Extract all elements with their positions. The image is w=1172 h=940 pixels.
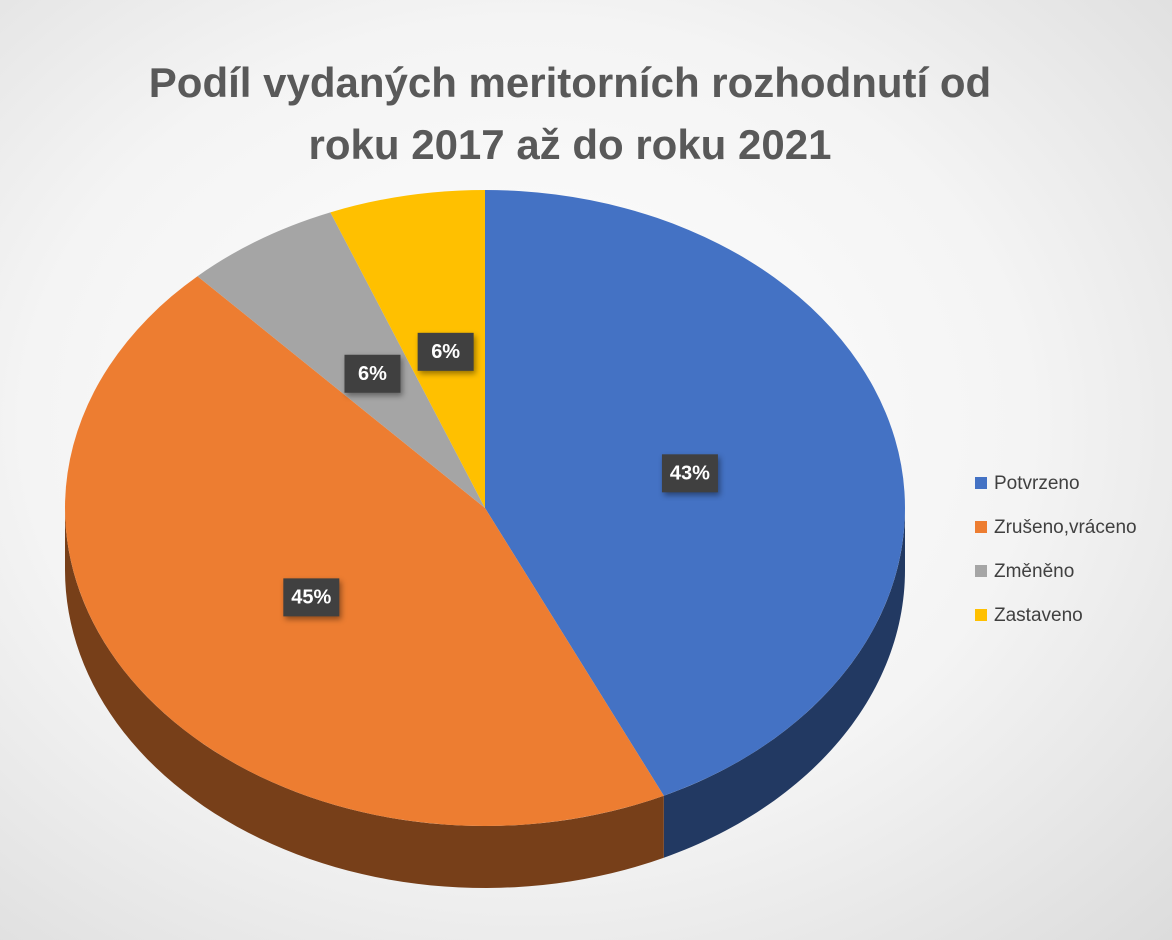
pie-side — [65, 508, 664, 888]
chart-title: Podíl vydaných meritorních rozhodnutí od… — [148, 59, 992, 168]
legend-label: Potvrzeno — [994, 473, 1080, 494]
data-label-box — [344, 354, 401, 393]
legend-label: Zastaveno — [994, 605, 1083, 626]
legend-label: Zrušeno,vráceno — [994, 517, 1137, 538]
pie-slice — [197, 212, 485, 509]
data-label: 45% — [291, 587, 331, 609]
pie-slice — [330, 190, 485, 508]
data-label-group: 45% — [283, 578, 340, 617]
legend-swatch — [975, 609, 987, 621]
pie-slice — [485, 190, 905, 796]
legend-swatch — [975, 565, 987, 577]
legend-swatch — [975, 521, 987, 533]
legend-label: Změněno — [994, 561, 1074, 582]
data-label: 6% — [431, 341, 460, 363]
pie-slice — [65, 276, 664, 826]
data-label-box — [661, 454, 718, 493]
data-label-box — [417, 332, 474, 371]
data-label-box — [283, 578, 340, 617]
data-label: 43% — [670, 463, 710, 485]
pie-side — [663, 508, 905, 858]
data-label-group: 6% — [344, 354, 401, 393]
data-label: 6% — [358, 363, 387, 385]
legend-swatch — [975, 477, 987, 489]
data-label-group: 6% — [417, 332, 474, 371]
data-label-group: 43% — [661, 454, 718, 493]
